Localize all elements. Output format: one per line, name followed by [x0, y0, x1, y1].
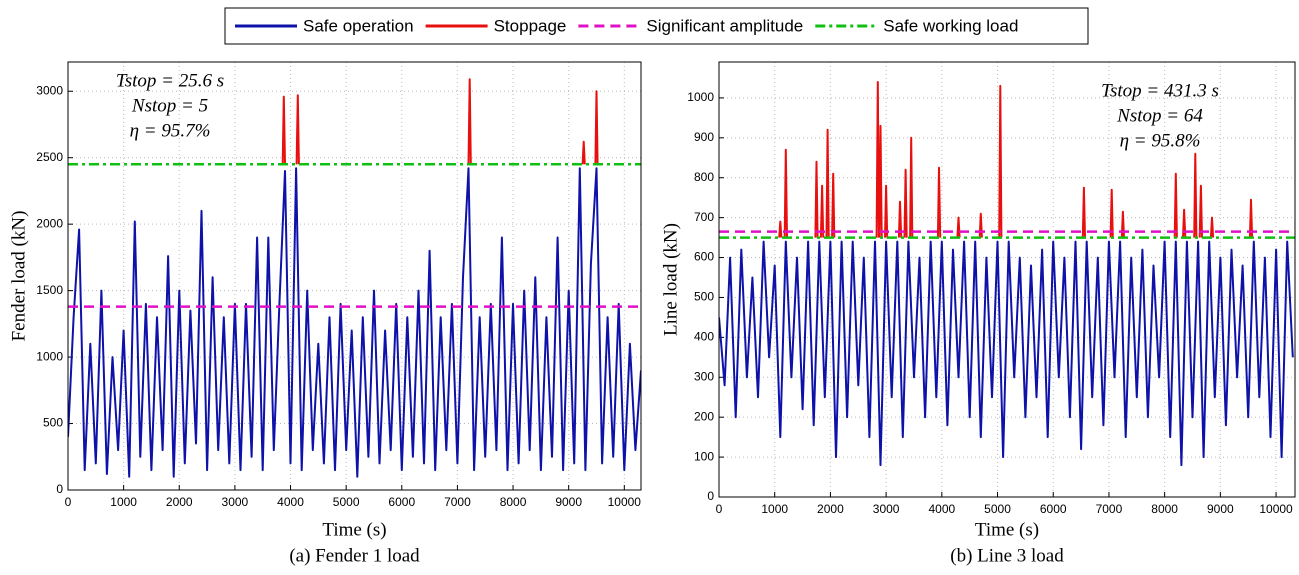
- y-tick-label: 700: [694, 210, 714, 224]
- x-tick-label: 10000: [608, 495, 642, 509]
- y-tick-label: 0: [707, 489, 714, 503]
- y-tick-label: 400: [694, 330, 714, 344]
- x-tick-label: 2000: [166, 495, 193, 509]
- y-tick-label: 1500: [36, 283, 63, 297]
- y-tick-label: 3000: [36, 83, 63, 97]
- annotation: Nstop = 5: [131, 95, 208, 116]
- series-line: [719, 240, 1294, 467]
- x-tick-label: 8000: [500, 495, 527, 509]
- x-tick-label: 1000: [761, 502, 788, 516]
- y-tick-label: 500: [43, 416, 63, 430]
- caption: (a) Fender 1 load: [289, 545, 420, 566]
- x-tick-label: 7000: [1096, 502, 1123, 516]
- y-tick-label: 900: [694, 130, 714, 144]
- legend-label: Safe working load: [883, 16, 1018, 35]
- x-tick-label: 0: [65, 495, 72, 509]
- annotation: Tstop = 25.6 s: [116, 70, 224, 91]
- x-tick-label: 2000: [817, 502, 844, 516]
- y-tick-label: 300: [694, 369, 714, 383]
- x-tick-label: 6000: [1040, 502, 1067, 516]
- y-axis-label: Fender load (kN): [8, 211, 29, 342]
- plot-frame: [718, 61, 1296, 498]
- y-tick-label: 1000: [36, 349, 63, 363]
- series-line: [281, 78, 599, 165]
- legend-label: Significant amplitude: [646, 16, 803, 35]
- x-tick-label: 1000: [110, 495, 137, 509]
- plot-frame: [67, 61, 642, 491]
- y-tick-label: 200: [694, 409, 714, 423]
- caption: (b) Line 3 load: [950, 545, 1064, 566]
- x-tick-label: 6000: [388, 495, 415, 509]
- y-tick-label: 800: [694, 170, 714, 184]
- x-tick-label: 8000: [1151, 502, 1178, 516]
- x-tick-label: 5000: [333, 495, 360, 509]
- legend-label: Safe operation: [303, 16, 414, 35]
- x-tick-label: 3000: [222, 495, 249, 509]
- x-axis-label: Time (s): [322, 519, 386, 540]
- y-tick-label: 2500: [36, 150, 63, 164]
- x-tick-label: 4000: [928, 502, 955, 516]
- y-tick-label: 600: [694, 250, 714, 264]
- annotation: η = 95.7%: [130, 120, 211, 141]
- x-tick-label: 7000: [444, 495, 471, 509]
- annotation: η = 95.8%: [1120, 130, 1201, 151]
- y-tick-label: 1000: [687, 90, 714, 104]
- x-tick-label: 4000: [277, 495, 304, 509]
- y-tick-label: 2000: [36, 216, 63, 230]
- annotation: Tstop = 431.3 s: [1101, 80, 1219, 101]
- annotation: Nstop = 64: [1116, 105, 1203, 126]
- x-tick-label: 9000: [555, 495, 582, 509]
- y-tick-label: 100: [694, 449, 714, 463]
- y-tick-label: 500: [694, 290, 714, 304]
- x-axis-label: Time (s): [975, 519, 1039, 540]
- y-axis-label: Line load (kN): [660, 223, 681, 336]
- x-tick-label: 5000: [984, 502, 1011, 516]
- x-tick-label: 3000: [873, 502, 900, 516]
- legend-label: Stoppage: [494, 16, 567, 35]
- x-tick-label: 10000: [1259, 502, 1293, 516]
- series-line: [68, 167, 641, 478]
- x-tick-label: 0: [716, 502, 723, 516]
- x-tick-label: 9000: [1207, 502, 1234, 516]
- legend-box: [224, 7, 1089, 45]
- y-tick-label: 0: [56, 482, 63, 496]
- series-line: [778, 81, 1254, 238]
